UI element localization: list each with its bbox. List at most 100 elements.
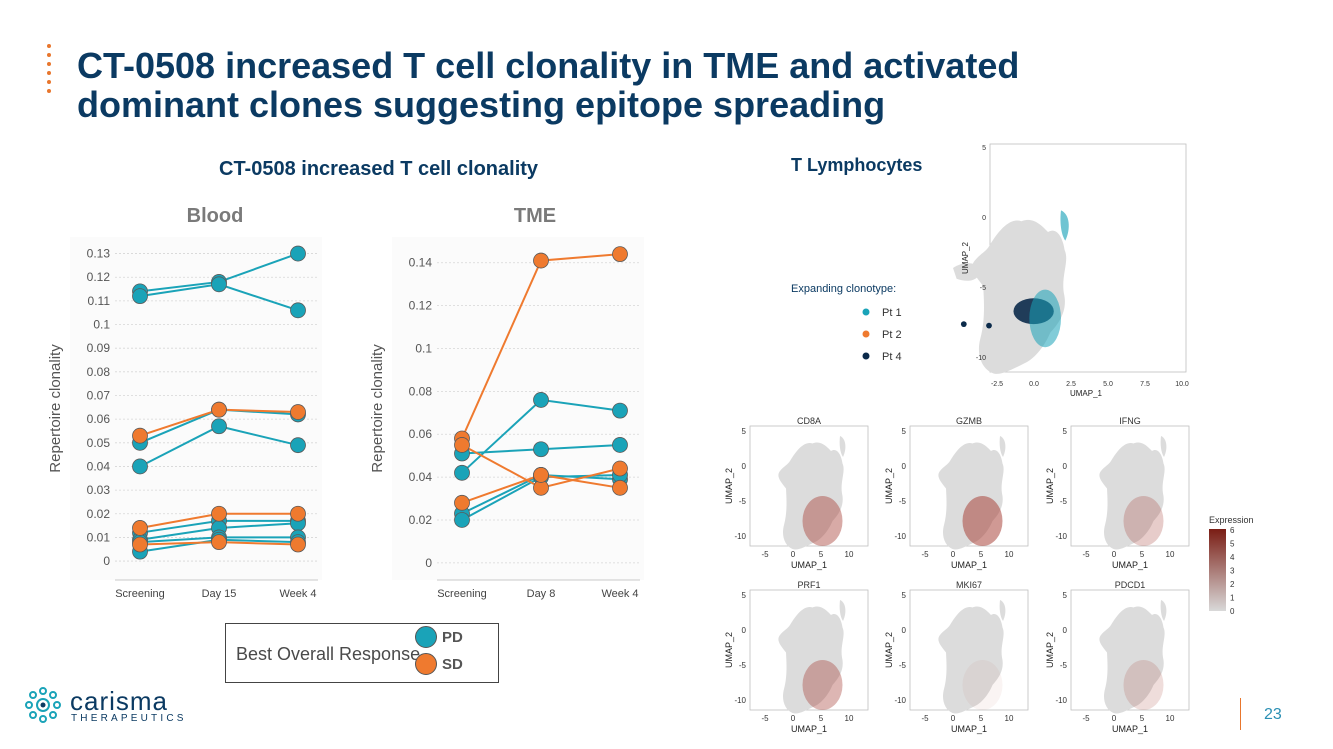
pt1-spread-cluster bbox=[1029, 289, 1061, 348]
y-tick-label: 0.12 bbox=[409, 299, 433, 313]
data-point-sd bbox=[454, 494, 470, 511]
data-point-sd bbox=[132, 427, 148, 444]
response-legend: Best Overall Response PD SD bbox=[225, 623, 499, 683]
y-tick-label: 5 bbox=[902, 591, 907, 600]
expression-legend-tick: 6 bbox=[1230, 526, 1235, 535]
data-point-sd bbox=[290, 404, 306, 420]
title-accent-dots bbox=[47, 44, 55, 98]
right-section-title: T Lymphocytes bbox=[791, 155, 923, 175]
data-point-sd bbox=[454, 437, 470, 453]
y-tick-label: -5 bbox=[1060, 497, 1068, 506]
y-tick-label: 0.08 bbox=[87, 365, 111, 379]
y-tick-label: 0 bbox=[742, 626, 747, 635]
data-point-pd bbox=[533, 392, 549, 408]
y-tick-label: 0.04 bbox=[87, 459, 111, 473]
y-tick-label: 0.08 bbox=[409, 384, 433, 398]
gene-panel-cd8a: CD8A -5 0 5 10 5 0 -5 -10 UMAP_1 UMAP_2 bbox=[724, 416, 869, 570]
y-axis-label: UMAP_2 bbox=[961, 241, 970, 274]
pd-marker-icon bbox=[415, 626, 437, 648]
y-axis-label: UMAP_2 bbox=[1045, 468, 1055, 504]
data-point-sd bbox=[612, 479, 628, 496]
expression-legend-tick: 1 bbox=[1230, 594, 1235, 603]
cell-cluster bbox=[938, 606, 1004, 714]
gene-panel-mki67: MKI67 -5 0 5 10 5 0 -5 -10 UMAP_1 UMAP_2 bbox=[884, 580, 1029, 734]
y-axis-label: Repertoire clonality bbox=[369, 344, 386, 473]
y-tick-label: 0.06 bbox=[87, 412, 111, 426]
y-tick-label: 0.1 bbox=[415, 341, 432, 355]
expression-legend-title: Expression bbox=[1209, 515, 1254, 525]
data-point-pd bbox=[132, 458, 148, 475]
y-tick-label: 0.1 bbox=[93, 318, 110, 332]
y-tick-label: -10 bbox=[894, 696, 906, 705]
data-point-pd bbox=[454, 464, 470, 481]
x-tick-label: 5 bbox=[979, 550, 984, 559]
x-axis-label: UMAP_1 bbox=[1112, 560, 1148, 570]
y-tick-label: 0.13 bbox=[87, 247, 111, 261]
y-axis-label: UMAP_2 bbox=[724, 468, 734, 504]
x-tick-label: Day 8 bbox=[527, 588, 556, 600]
y-tick-label: 0 bbox=[902, 626, 907, 635]
cell-cluster-arm bbox=[999, 600, 1006, 621]
expression-legend-tick: 0 bbox=[1230, 607, 1235, 616]
data-point-sd bbox=[211, 505, 227, 522]
y-tick-label: -5 bbox=[1060, 661, 1068, 670]
y-tick-label: 0.02 bbox=[87, 507, 111, 521]
x-tick-label: 0 bbox=[1112, 714, 1117, 723]
gene-panel-title: GZMB bbox=[956, 416, 982, 426]
y-tick-label: 0.04 bbox=[409, 470, 433, 484]
x-tick-label: Week 4 bbox=[279, 588, 316, 600]
expression-legend-tick: 5 bbox=[1230, 540, 1235, 549]
gene-panel-title: PDCD1 bbox=[1115, 580, 1146, 590]
data-point-sd bbox=[290, 505, 306, 522]
y-tick-label: -5 bbox=[739, 497, 747, 506]
cell-cluster-arm bbox=[839, 436, 846, 457]
gene-panel-title: IFNG bbox=[1119, 416, 1141, 426]
y-tick-label: 0 bbox=[1063, 626, 1068, 635]
x-tick-label: 5 bbox=[1140, 714, 1145, 723]
slide-title-line-2: dominant clones suggesting epitope sprea… bbox=[77, 84, 886, 125]
x-tick-label: 10 bbox=[1166, 550, 1175, 559]
y-tick-label: -5 bbox=[899, 661, 907, 670]
umap-cloud bbox=[1099, 600, 1167, 714]
cell-cluster bbox=[778, 442, 844, 550]
y-tick-label: 0 bbox=[742, 462, 747, 471]
x-axis-label: UMAP_1 bbox=[951, 560, 987, 570]
expression-region bbox=[1123, 496, 1164, 546]
expression-region bbox=[962, 496, 1003, 546]
data-point-pd bbox=[612, 437, 628, 453]
y-tick-label: 0 bbox=[103, 554, 110, 568]
gene-panel-ifng: IFNG -5 0 5 10 5 0 -5 -10 UMAP_1 UMAP_2 bbox=[1045, 416, 1190, 570]
slide-title: CT-0508 increased T cell clonality in TM… bbox=[77, 46, 1197, 124]
pt4-outlier bbox=[986, 322, 992, 329]
x-tick-label: 10.0 bbox=[1175, 381, 1189, 388]
expression-legend-tick: 2 bbox=[1230, 580, 1235, 589]
cell-cluster-arm bbox=[999, 436, 1006, 457]
expression-colorbar bbox=[1209, 529, 1226, 611]
gene-panel-title: MKI67 bbox=[956, 580, 982, 590]
data-point-sd bbox=[132, 520, 148, 536]
umap-cloud bbox=[778, 600, 846, 714]
x-tick-label: 10 bbox=[1005, 550, 1014, 559]
x-tick-label: 10 bbox=[1166, 714, 1175, 723]
y-tick-label: 0.12 bbox=[87, 270, 111, 284]
cell-cluster-arm bbox=[1160, 600, 1167, 621]
expression-region bbox=[802, 660, 843, 710]
blood-clonality-chart: 0 0.01 0.02 0.03 0.04 0.05 0.06 0.07 0.08 0.09 0.1… bbox=[47, 237, 322, 600]
left-section-title: CT-0508 increased T cell clonality bbox=[219, 158, 539, 180]
x-tick-label: 5 bbox=[979, 714, 984, 723]
umap-clonotype-plot: -2.5 0.0 2.5 5.0 7.5 10.0 5 0 -5 -10 UMAP_1 UMAP_2 bbox=[953, 143, 1189, 398]
data-point-pd bbox=[612, 402, 628, 419]
x-tick-label: -5 bbox=[761, 714, 769, 723]
y-tick-label: -10 bbox=[1055, 532, 1067, 541]
y-tick-label: 5 bbox=[982, 145, 986, 152]
gene-panel-title: PRF1 bbox=[797, 580, 820, 590]
logo-subtitle: THERAPEUTICS bbox=[71, 713, 187, 724]
data-point-pd bbox=[290, 437, 306, 454]
pt4-outlier bbox=[960, 321, 967, 328]
y-tick-label: -5 bbox=[739, 661, 747, 670]
sd-marker-icon bbox=[415, 653, 437, 675]
data-point-sd bbox=[290, 536, 306, 553]
cell-cluster-arm bbox=[1160, 436, 1167, 457]
tme-clonality-chart: 0 0.02 0.04 0.06 0.08 0.1 0.12 0.14 Screening Day… bbox=[369, 237, 644, 600]
cell-cluster bbox=[778, 606, 844, 714]
